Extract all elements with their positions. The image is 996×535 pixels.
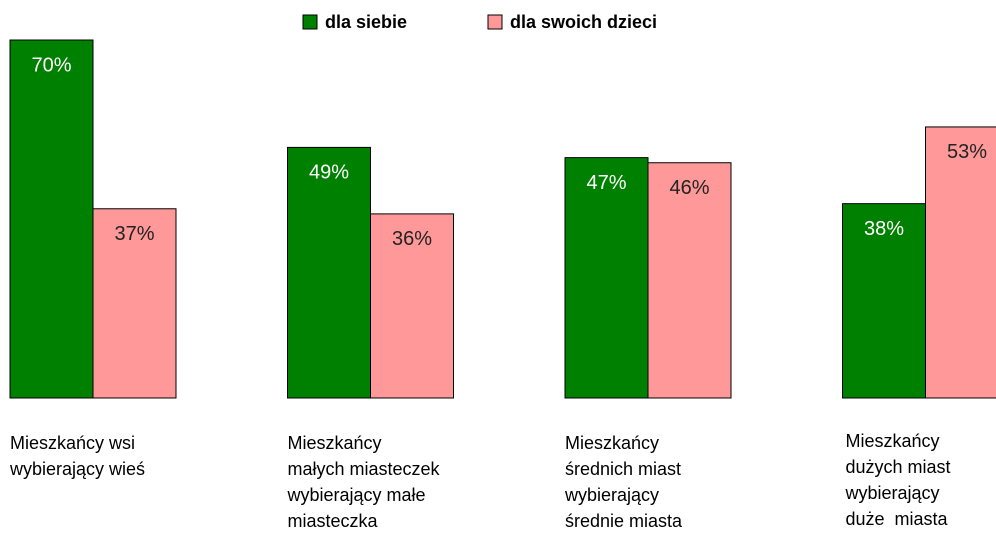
data-label: 47% [586, 172, 626, 194]
bar [925, 126, 996, 399]
bar [287, 146, 371, 399]
x-tick-label: Mieszkańcy dużych miast wybierający duże… [845, 431, 951, 529]
bar [370, 213, 454, 399]
x-tick-label: Mieszkańcy małych miasteczek wybierający… [287, 433, 440, 531]
data-label: 53% [947, 141, 987, 163]
data-label: 37% [114, 223, 154, 245]
bar [647, 162, 732, 399]
x-tick-label: Mieszkańcy wsi wybierający wieś [10, 433, 146, 479]
bar [92, 208, 177, 399]
data-label: 49% [309, 162, 349, 184]
data-label: 46% [669, 177, 709, 199]
data-label: 36% [392, 228, 432, 250]
legend-swatch [302, 14, 318, 30]
legend-label: dla siebie [325, 12, 407, 32]
bar [842, 203, 926, 399]
legend-swatch [487, 14, 503, 30]
bar [9, 39, 94, 399]
x-tick-label: Mieszkańcy średnich miast wybierający śr… [565, 433, 683, 531]
legend-label: dla swoich dzieci [510, 12, 657, 32]
data-label: 38% [864, 218, 904, 240]
bar [564, 157, 649, 399]
data-label: 70% [31, 54, 71, 76]
